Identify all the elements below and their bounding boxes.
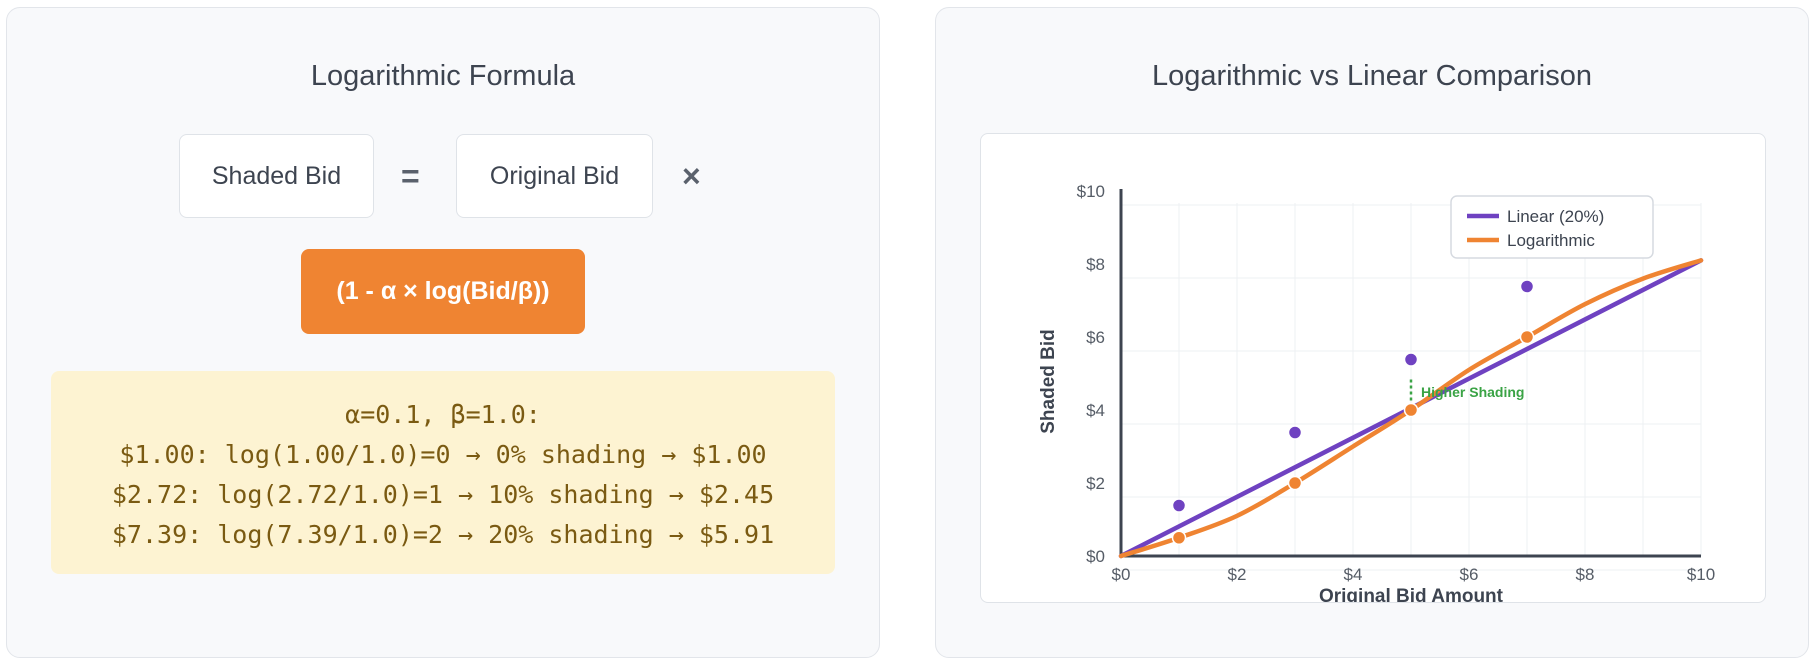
y-tick-label: $6: [1086, 328, 1105, 347]
linear-data-point: [1519, 279, 1535, 294]
comparison-chart: $0 $2 $4 $6 $8 $10 $0 $2 $4 $6 $8 $10 Original Bid A…: [1038, 182, 1715, 602]
example-params: α=0.1, β=1.0:: [345, 400, 541, 429]
shaded-bid-box: Shaded Bid: [179, 134, 374, 218]
formula-title: Logarithmic Formula: [310, 60, 576, 92]
chart-legend: [1450, 195, 1654, 259]
legend-label: Logarithmic: [1507, 231, 1595, 250]
example-line: $7.39: log(7.39/1.0)=2 → 20% shading → $…: [111, 520, 775, 549]
y-tick-label: $2: [1086, 474, 1105, 493]
original-bid-box: Original Bid: [456, 134, 653, 218]
y-tick-label: $4: [1086, 401, 1105, 420]
logarithmic-data-point: [1519, 329, 1535, 345]
comparison-panel: Logarithmic vs Linear Comparison $0 $2 $4 $…: [935, 7, 1809, 658]
x-tick-label: $10: [1687, 565, 1715, 584]
x-tick-label: $2: [1228, 565, 1247, 584]
y-tick-label: $10: [1077, 182, 1105, 201]
y-axis-title: Shaded Bid: [1038, 329, 1059, 434]
linear-data-point: [1403, 352, 1419, 367]
logarithmic-data-point: [1287, 475, 1303, 491]
y-tick-label: $0: [1086, 547, 1105, 566]
legend-label: Linear (20%): [1507, 207, 1604, 226]
formula-panel: Logarithmic Formula Shaded Bid = Origina…: [6, 7, 880, 658]
higher-shading-label: Higher Shading: [1421, 384, 1524, 400]
x-tick-label: $0: [1112, 565, 1131, 584]
equals-symbol: =: [401, 158, 420, 194]
linear-data-point: [1287, 425, 1303, 440]
comparison-title: Logarithmic vs Linear Comparison: [1151, 60, 1593, 92]
x-tick-label: $8: [1576, 565, 1595, 584]
example-line: $2.72: log(2.72/1.0)=1 → 10% shading → $…: [111, 480, 775, 509]
y-tick-label: $8: [1086, 255, 1105, 274]
logarithmic-data-point: [1171, 530, 1187, 545]
x-tick-label: $4: [1344, 565, 1363, 584]
log-factor-box: (1 - α × log(Bid/β)): [301, 249, 585, 334]
linear-data-point: [1171, 498, 1187, 513]
example-calculations: α=0.1, β=1.0: $1.00: log(1.00/1.0)=0 → 0…: [51, 371, 835, 574]
logarithmic-data-point: [1403, 402, 1419, 418]
chart-card: $0 $2 $4 $6 $8 $10 $0 $2 $4 $6 $8 $10 Original Bid A…: [980, 133, 1766, 603]
x-tick-label: $6: [1460, 565, 1479, 584]
x-axis-title: Original Bid Amount: [1319, 586, 1504, 602]
times-symbol: ×: [682, 158, 701, 194]
example-line: $1.00: log(1.00/1.0)=0 → 0% shading → $1…: [119, 440, 767, 469]
